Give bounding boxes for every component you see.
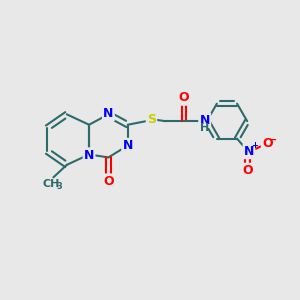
Text: 3: 3 [56, 182, 62, 191]
Text: O: O [178, 92, 189, 104]
Text: N: N [200, 114, 210, 127]
Text: N: N [244, 145, 254, 158]
Text: −: − [269, 135, 277, 145]
Text: O: O [242, 164, 253, 177]
Text: H: H [200, 123, 209, 133]
Text: O: O [103, 175, 114, 188]
Text: N: N [103, 107, 114, 120]
Text: CH: CH [42, 179, 60, 189]
Text: S: S [147, 113, 156, 126]
Text: N: N [122, 139, 133, 152]
Text: O: O [262, 137, 273, 150]
Text: +: + [251, 141, 258, 150]
Text: N: N [84, 148, 94, 162]
